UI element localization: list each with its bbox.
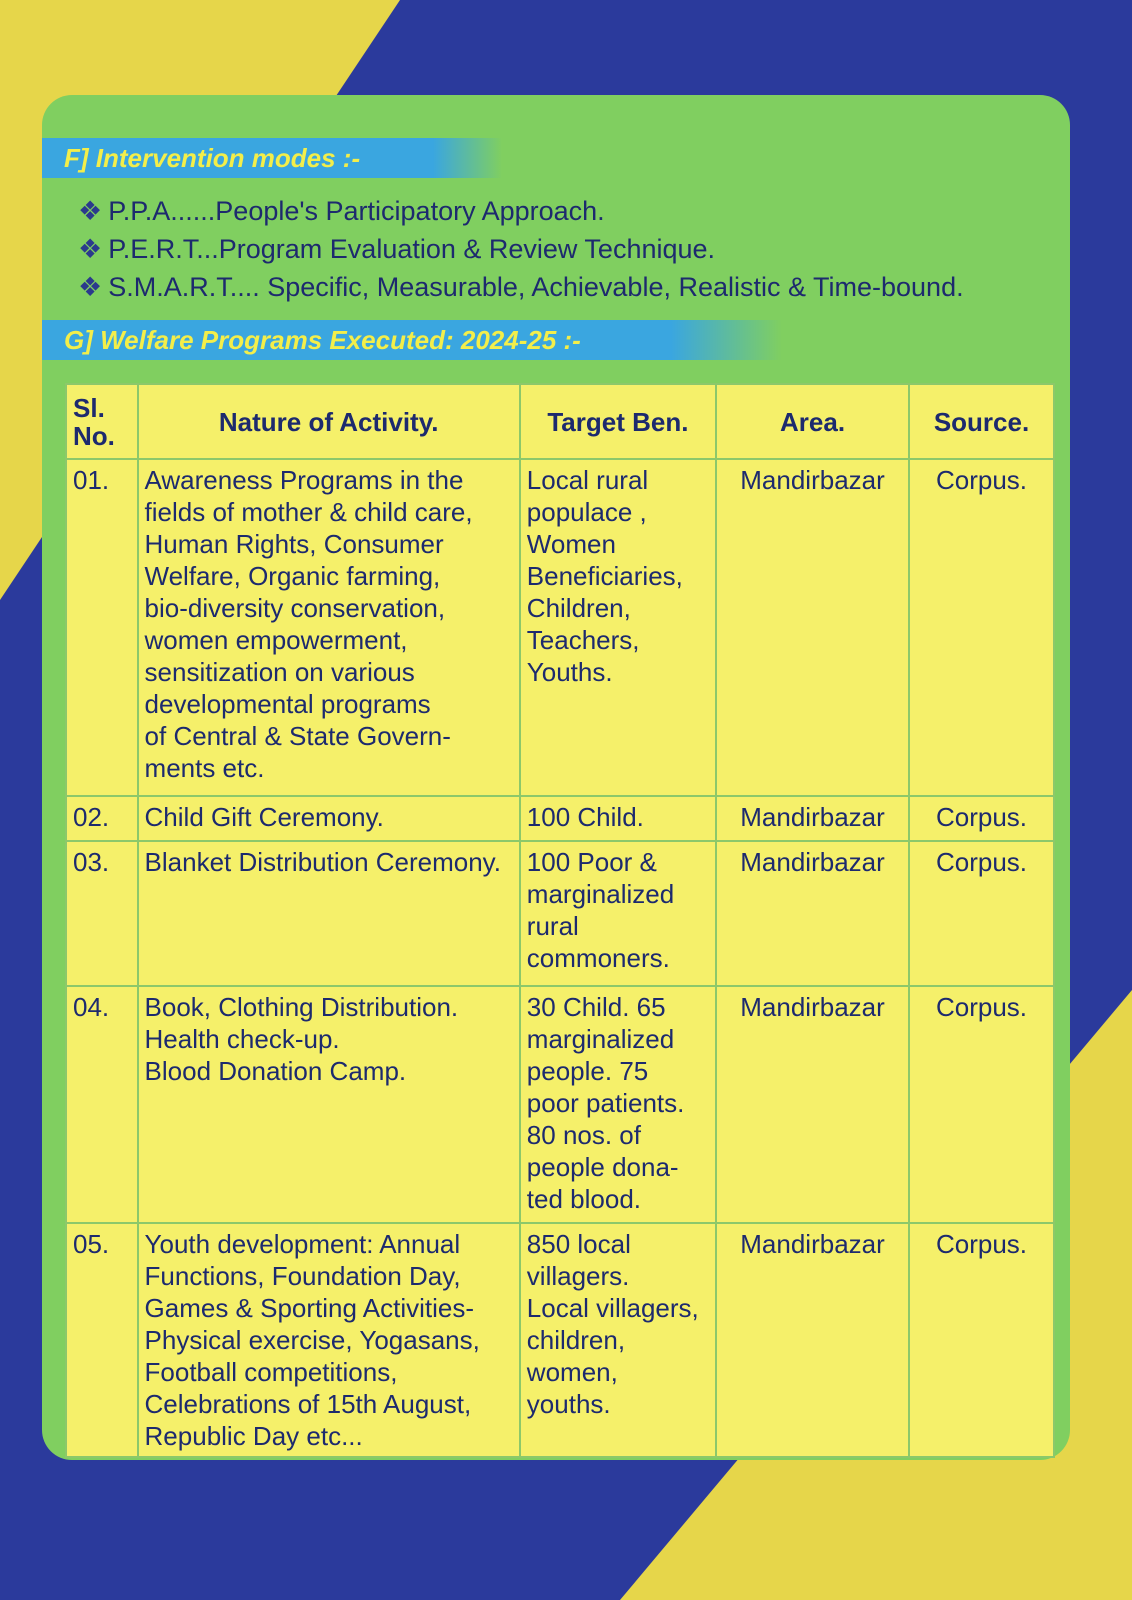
cell-target: Local rural populace , Women Beneficiari…: [518, 458, 718, 797]
list-item-text: S.M.A.R.T.... Specific, Measurable, Achi…: [108, 272, 964, 302]
header-source: Source.: [908, 383, 1055, 460]
section-g-heading: G] Welfare Programs Executed: 2024-25 :-: [42, 320, 782, 360]
list-item-text: P.E.R.T...Program Evaluation & Review Te…: [108, 234, 716, 264]
list-item: ❖ S.M.A.R.T.... Specific, Measurable, Ach…: [78, 272, 964, 303]
cell-target: 850 local villagers. Local villagers, ch…: [518, 1222, 718, 1458]
cell-sl-no: 01.: [65, 458, 139, 797]
cell-activity: Child Gift Ceremony.: [136, 795, 521, 842]
diamond-bullet-icon: ❖: [78, 196, 103, 226]
table-row: 05. Youth development: Annual Functions, …: [65, 1222, 1055, 1458]
cell-target: 30 Child. 65 marginalized people. 75 poo…: [518, 985, 718, 1224]
cell-activity: Book, Clothing Distribution. Health chec…: [136, 985, 521, 1224]
header-target: Target Ben.: [518, 383, 718, 460]
cell-sl-no: 03.: [65, 840, 139, 987]
table-row: 04. Book, Clothing Distribution. Health c…: [65, 985, 1055, 1224]
cell-activity: Youth development: Annual Functions, Fou…: [136, 1222, 521, 1458]
cell-source: Corpus.: [908, 840, 1055, 987]
cell-sl-no: 04.: [65, 985, 139, 1224]
cell-source: Corpus.: [908, 985, 1055, 1224]
cell-area: Mandirbazar: [715, 458, 911, 797]
header-area: Area.: [715, 383, 911, 460]
welfare-programs-table: Sl. No. Nature of Activity. Target Ben. …: [65, 383, 1055, 1458]
cell-sl-no: 05.: [65, 1222, 139, 1458]
cell-area: Mandirbazar: [715, 795, 911, 842]
diamond-bullet-icon: ❖: [78, 272, 103, 302]
cell-area: Mandirbazar: [715, 985, 911, 1224]
cell-source: Corpus.: [908, 795, 1055, 842]
table-row: 01. Awareness Programs in the fields of m…: [65, 458, 1055, 797]
cell-target: 100 Child.: [518, 795, 718, 842]
cell-area: Mandirbazar: [715, 1222, 911, 1458]
cell-source: Corpus.: [908, 1222, 1055, 1458]
cell-sl-no: 02.: [65, 795, 139, 842]
list-item-text: P.P.A......People's Participatory Approa…: [108, 196, 605, 226]
cell-activity: Blanket Distribution Ceremony.: [136, 840, 521, 987]
list-item: ❖ P.E.R.T...Program Evaluation & Review T…: [78, 234, 715, 265]
cell-area: Mandirbazar: [715, 840, 911, 987]
cell-activity: Awareness Programs in the fields of moth…: [136, 458, 521, 797]
section-f-heading: F] Intervention modes :-: [42, 138, 502, 178]
header-sl-no: Sl. No.: [65, 383, 139, 460]
table-row: 02. Child Gift Ceremony. 100 Child. Mandirb…: [65, 795, 1055, 842]
table-row: 03. Blanket Distribution Ceremony. 100 Poo…: [65, 840, 1055, 987]
cell-source: Corpus.: [908, 458, 1055, 797]
table-header-row: Sl. No. Nature of Activity. Target Ben. …: [65, 383, 1055, 460]
cell-target: 100 Poor & marginalized rural commoners.: [518, 840, 718, 987]
diamond-bullet-icon: ❖: [78, 234, 103, 264]
list-item: ❖ P.P.A......People's Participatory Appro…: [78, 196, 605, 227]
header-activity: Nature of Activity.: [136, 383, 521, 460]
